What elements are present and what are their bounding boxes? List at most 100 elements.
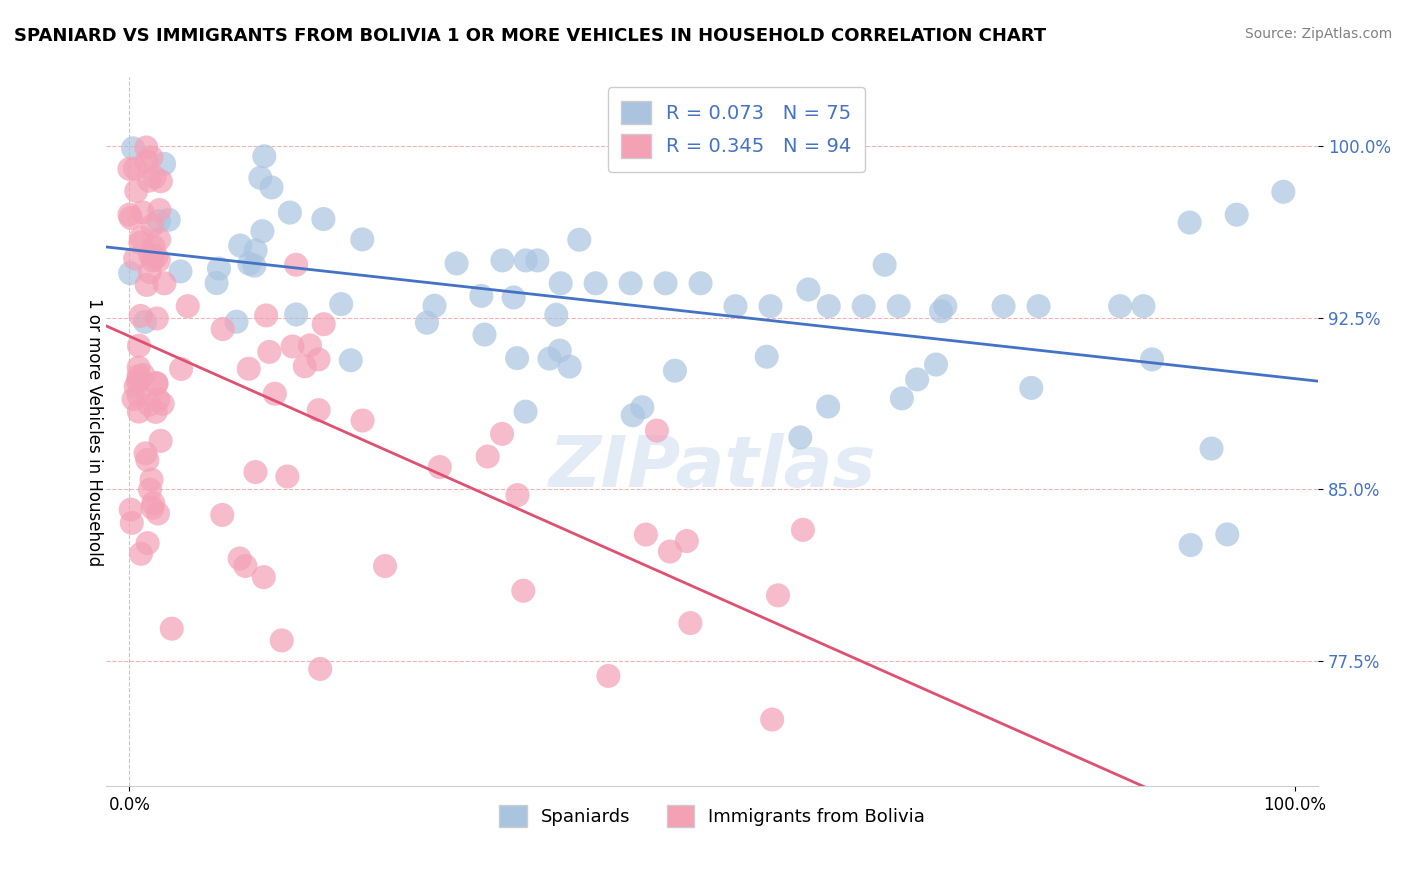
Point [127, 375, 149, 389]
Point [142, 496, 165, 510]
Point [122, 392, 145, 406]
Point [205, 276, 228, 290]
Point [124, 252, 146, 266]
Point [679, 615, 702, 630]
Point [352, 413, 374, 427]
Point [148, 392, 170, 407]
Point [135, 140, 157, 154]
Point [135, 446, 157, 460]
Legend: Spaniards, Immigrants from Bolivia: Spaniards, Immigrants from Bolivia [492, 797, 932, 834]
Point [225, 315, 247, 329]
Point [142, 253, 165, 268]
Point [905, 372, 928, 386]
Point [621, 409, 644, 423]
Point [142, 240, 165, 254]
Point [929, 304, 952, 318]
Point [138, 398, 160, 412]
Point [1216, 527, 1239, 541]
Point [139, 265, 162, 279]
Point [141, 219, 163, 233]
Point [124, 161, 146, 176]
Point [149, 174, 172, 188]
Point [1021, 381, 1043, 395]
Point [148, 214, 170, 228]
Point [308, 352, 330, 367]
Point [245, 244, 267, 258]
Point [620, 277, 643, 291]
Point [260, 180, 283, 194]
Text: Source: ZipAtlas.com: Source: ZipAtlas.com [1244, 27, 1392, 41]
Point [474, 327, 496, 342]
Point [873, 258, 896, 272]
Point [132, 368, 155, 382]
Point [658, 544, 681, 558]
Point [548, 343, 571, 358]
Point [761, 713, 783, 727]
Point [127, 369, 149, 384]
Point [1201, 442, 1223, 456]
Point [538, 351, 561, 366]
Point [170, 362, 193, 376]
Point [125, 184, 148, 198]
Point [118, 161, 141, 176]
Point [285, 308, 308, 322]
Point [654, 277, 676, 291]
Point [135, 277, 157, 292]
Point [312, 317, 335, 331]
Point [138, 174, 160, 188]
Point [238, 257, 260, 271]
Point [135, 154, 157, 169]
Point [664, 364, 686, 378]
Point [755, 350, 778, 364]
Point [491, 426, 513, 441]
Point [993, 299, 1015, 313]
Point [243, 259, 266, 273]
Point [645, 424, 668, 438]
Point [148, 232, 170, 246]
Point [925, 358, 948, 372]
Point [145, 376, 167, 391]
Point [259, 345, 281, 359]
Y-axis label: 1 or more Vehicles in Household: 1 or more Vehicles in Household [86, 298, 103, 566]
Point [134, 315, 156, 329]
Point [558, 359, 581, 374]
Point [766, 588, 789, 602]
Point [120, 502, 142, 516]
Point [129, 547, 152, 561]
Point [1178, 215, 1201, 229]
Point [131, 205, 153, 219]
Point [1226, 208, 1249, 222]
Point [1028, 299, 1050, 313]
Point [890, 392, 912, 406]
Point [238, 361, 260, 376]
Point [153, 277, 176, 291]
Point [598, 669, 620, 683]
Point [631, 401, 654, 415]
Point [145, 376, 167, 390]
Point [252, 224, 274, 238]
Point [120, 211, 142, 225]
Point [120, 266, 142, 280]
Point [245, 465, 267, 479]
Point [526, 253, 548, 268]
Point [276, 469, 298, 483]
Point [817, 299, 839, 313]
Point [270, 633, 292, 648]
Point [129, 309, 152, 323]
Point [139, 483, 162, 497]
Point [148, 253, 170, 268]
Point [128, 404, 150, 418]
Point [789, 430, 811, 444]
Text: SPANIARD VS IMMIGRANTS FROM BOLIVIA 1 OR MORE VEHICLES IN HOUSEHOLD CORRELATION : SPANIARD VS IMMIGRANTS FROM BOLIVIA 1 OR… [14, 27, 1046, 45]
Point [121, 516, 143, 530]
Point [211, 508, 233, 522]
Point [294, 359, 316, 374]
Point [1180, 538, 1202, 552]
Point [177, 299, 200, 313]
Point [298, 338, 321, 352]
Point [146, 507, 169, 521]
Point [506, 488, 529, 502]
Point [160, 622, 183, 636]
Point [675, 534, 697, 549]
Point [146, 311, 169, 326]
